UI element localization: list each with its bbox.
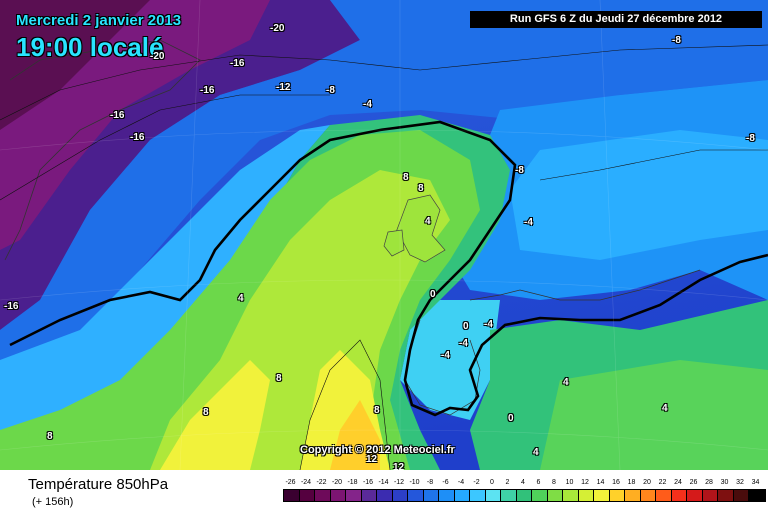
isotherm-label: -4 <box>524 217 533 228</box>
isotherm-label: -8 <box>515 165 524 176</box>
isotherm-label: 8 <box>276 373 282 384</box>
legend-tick-label: -10 <box>409 479 420 486</box>
arctic-core <box>0 0 150 130</box>
parameter-title: Température 850hPa <box>28 476 169 493</box>
isotherm-label: 8 <box>47 431 53 442</box>
isotherm-label: 4 <box>425 216 431 227</box>
legend-tick-label: 8 <box>552 479 556 486</box>
isotherm-label: 8 <box>203 407 209 418</box>
isotherm-label: 0 <box>463 321 469 332</box>
isotherm-label: -8 <box>672 35 681 46</box>
isotherm-label: -16 <box>4 301 19 312</box>
cold-band <box>0 0 768 370</box>
legend-tick-label: -26 <box>285 479 296 486</box>
isotherm-label: -16 <box>110 110 125 121</box>
legend-tick-label: 2 <box>505 479 510 486</box>
isotherm-label: -16 <box>130 132 145 143</box>
legend-tick-label: 12 <box>581 479 589 486</box>
isotherm-plus-8 <box>299 339 391 470</box>
legend-tick-label: -16 <box>362 479 374 486</box>
isotherm-label: -20 <box>270 23 285 34</box>
forecast-time: 19:00 localé <box>16 32 164 62</box>
isotherm-label: -4 <box>441 350 450 361</box>
isotherm-label: 12 <box>393 462 405 471</box>
legend-tick-label: 4 <box>521 479 525 486</box>
isotherm-label: 4 <box>533 447 539 458</box>
legend-tick-label: -8 <box>426 479 434 486</box>
isotherm-label: 8 <box>374 405 380 416</box>
isotherm-label: -16 <box>230 58 245 69</box>
isotherm-label: -8 <box>326 85 335 96</box>
isotherm-label: -4 <box>363 99 372 110</box>
isotherm-label: 12 <box>366 454 378 465</box>
isotherm-label: 4 <box>563 377 569 388</box>
isotherm-label: -8 <box>746 133 755 144</box>
europe-coast <box>469 269 701 301</box>
isotherm-label: -4 <box>459 338 468 349</box>
isotherm-minus-8 <box>0 44 768 121</box>
europe-mid-zone <box>510 130 768 260</box>
ireland <box>383 229 405 257</box>
legend-tick-label: 14 <box>596 479 605 486</box>
north-africa-zone <box>540 360 768 470</box>
zero-isotherm <box>9 120 768 417</box>
atlantic-transition <box>0 125 330 460</box>
legend-tick-label: 34 <box>751 479 760 486</box>
legend-tick-label: 24 <box>674 479 682 486</box>
greenland-coast <box>4 39 201 261</box>
legend-tick-label: -4 <box>457 479 465 486</box>
isotherm-label: 4 <box>662 403 668 414</box>
legend-tick-label: 18 <box>627 479 636 486</box>
lead-time: (+ 156h) <box>32 496 74 508</box>
isotherm-label: -4 <box>484 319 493 330</box>
isotherm-label: 8 <box>418 183 424 194</box>
forecast-date: Mercredi 2 janvier 2013 <box>16 12 182 29</box>
isotherm-label: -16 <box>200 85 215 96</box>
legend-tick-label: 28 <box>705 479 713 486</box>
legend-tick-label: -12 <box>393 479 405 486</box>
lat-lon-grid <box>0 0 768 470</box>
isotherm-label: 0 <box>430 289 436 300</box>
legend-tick-label: -22 <box>316 479 327 486</box>
legend-tick-label: 0 <box>490 479 494 486</box>
hot-patch <box>330 400 380 470</box>
isotherm-label: 4 <box>238 293 244 304</box>
legend-tick-label: 16 <box>612 479 620 486</box>
isotherm-label: -12 <box>276 82 291 93</box>
isotherm-minus-4 <box>539 149 768 181</box>
legend-tick-label: -18 <box>347 479 358 486</box>
map-canvas <box>0 0 768 470</box>
legend-tick-label: 6 <box>536 479 541 486</box>
map-footer: Température 850hPa (+ 156h) -26 -24 -22 -20… <box>0 470 768 512</box>
warm-patch-west <box>160 360 270 470</box>
legend-tick-label: 26 <box>689 479 698 486</box>
legend-swatch <box>748 489 766 502</box>
copyright-notice: Copyright © 2012 Meteociel.fr <box>300 444 455 456</box>
run-info-label: Run GFS 6 Z du Jeudi 27 décembre 2012 <box>470 11 762 28</box>
temperature-map: Mercredi 2 janvier 2013 19:00 localé Run… <box>0 0 768 470</box>
isotherm-label: 8 <box>403 172 409 183</box>
legend-tick-label: -2 <box>473 479 480 486</box>
legend-tick-label: 30 <box>720 479 729 486</box>
isotherm-label: 0 <box>508 413 514 424</box>
legend-tick-label: -6 <box>442 479 449 486</box>
legend-tick-label: 32 <box>736 479 744 486</box>
legend-tick-label: 10 <box>565 479 574 486</box>
legend-tick-label: 20 <box>643 479 651 486</box>
legend-tick-label: -20 <box>331 479 343 486</box>
legend-tick-label: -14 <box>378 479 389 486</box>
isotherm-label: -20 <box>150 51 165 62</box>
legend-tick-label: -24 <box>300 479 312 486</box>
legend-tick-label: 22 <box>658 479 667 486</box>
isotherm-minus-16 <box>0 94 330 201</box>
